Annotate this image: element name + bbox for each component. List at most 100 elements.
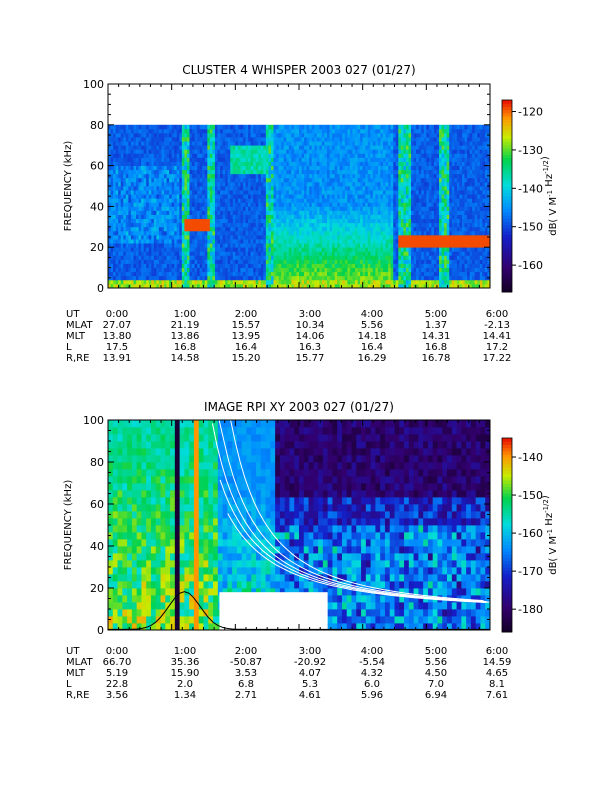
table-cell: 4.65 <box>486 668 508 679</box>
ytick-label: 100 <box>83 414 104 427</box>
table-cell: 3:00 <box>299 646 321 657</box>
colorbar-tick-label: -150 <box>518 221 543 234</box>
table-row-label: MLT <box>66 331 86 342</box>
table-cell: 13.86 <box>171 331 200 342</box>
table-cell: 14.31 <box>422 331 451 342</box>
table-row-label: L <box>66 342 72 353</box>
table-cell: 15.77 <box>296 353 325 364</box>
table-cell: 5.56 <box>425 657 447 668</box>
colorbar-label-sup: -1/2 <box>542 160 550 174</box>
table-cell: 3.56 <box>106 690 128 701</box>
table-cell: 5:00 <box>425 309 447 320</box>
ytick-label: 20 <box>90 582 104 595</box>
table-cell: 4.61 <box>299 690 321 701</box>
table-cell: 16.3 <box>299 342 321 353</box>
ytick-label: 0 <box>97 282 104 295</box>
table-cell: 4.07 <box>299 668 321 679</box>
table-cell: 8.1 <box>489 679 505 690</box>
table-cell: 4:00 <box>361 646 383 657</box>
table-cell: 6:00 <box>486 646 508 657</box>
table-cell: 16.78 <box>422 353 451 364</box>
table-cell: 27.07 <box>103 320 132 331</box>
table-cell: 6:00 <box>486 309 508 320</box>
colorbar-tick-label: -170 <box>518 565 543 578</box>
ytick-label: 80 <box>90 119 104 132</box>
table-cell: 17.5 <box>106 342 128 353</box>
table-cell: 16.29 <box>358 353 387 364</box>
table-cell: 2:00 <box>235 646 257 657</box>
table-cell: 1:00 <box>174 646 196 657</box>
table-cell: -2.13 <box>484 320 510 331</box>
colorbar-tick-label: -140 <box>518 182 543 195</box>
table-row-label: R,RE <box>66 353 89 364</box>
colorbar-tick-label: -120 <box>518 106 543 119</box>
table-cell: 14.41 <box>483 331 512 342</box>
colorbar-label-part: ) <box>540 495 551 499</box>
colorbar-tick-label: -160 <box>518 527 543 540</box>
y-axis-label: FREQUENCY (kHz) <box>63 480 74 571</box>
table-cell: 5.3 <box>302 679 318 690</box>
colorbar-label-part: dB( V M <box>548 536 559 575</box>
colorbar-label-sup: -1 <box>546 190 554 197</box>
table-cell: 4.32 <box>361 668 383 679</box>
table-cell: 13.95 <box>232 331 261 342</box>
table-cell: 10.34 <box>296 320 325 331</box>
ytick-label: 40 <box>90 200 104 213</box>
table-cell: 7.0 <box>428 679 444 690</box>
table-cell: 16.8 <box>174 342 196 353</box>
spectrogram-raster <box>108 125 490 289</box>
table-cell: 35.36 <box>171 657 200 668</box>
table-cell: 3:00 <box>299 309 321 320</box>
table-cell: 22.8 <box>106 679 128 690</box>
table-row-label: MLAT <box>66 657 93 668</box>
table-cell: 6.94 <box>425 690 447 701</box>
table-cell: 1.34 <box>174 690 196 701</box>
table-row-label: UT <box>66 309 80 320</box>
table-cell: 16.8 <box>425 342 447 353</box>
colorbar-label-part: Hz <box>544 513 555 529</box>
ytick-label: 60 <box>90 498 104 511</box>
table-cell: 14.18 <box>358 331 387 342</box>
ytick-label: 0 <box>97 624 104 637</box>
y-axis-label: FREQUENCY (kHz) <box>63 141 74 232</box>
ytick-label: 80 <box>90 456 104 469</box>
table-cell: 15.20 <box>232 353 261 364</box>
table-cell: 21.19 <box>171 320 200 331</box>
table-cell: -20.92 <box>294 657 326 668</box>
table-cell: 3.53 <box>235 668 257 679</box>
table-cell: 15.57 <box>232 320 261 331</box>
table-cell: 4.50 <box>425 668 447 679</box>
table-cell: 5.56 <box>361 320 383 331</box>
ytick-label: 60 <box>90 160 104 173</box>
ytick-label: 100 <box>83 78 104 91</box>
table-cell: 16.4 <box>361 342 383 353</box>
table-row-label: L <box>66 679 72 690</box>
table-cell: 0:00 <box>106 309 128 320</box>
ytick-label: 40 <box>90 540 104 553</box>
colorbar-label-sup: -1 <box>546 529 554 536</box>
table-cell: 66.70 <box>103 657 132 668</box>
table-row-label: UT <box>66 646 80 657</box>
table-cell: 0:00 <box>106 646 128 657</box>
table-cell: 5.96 <box>361 690 383 701</box>
table-cell: 15.90 <box>171 668 200 679</box>
table-cell: 14.59 <box>483 657 512 668</box>
colorbar-tick-label: -160 <box>518 259 543 272</box>
colorbar-label-part: ) <box>540 156 551 160</box>
table-cell: 14.06 <box>296 331 325 342</box>
table-row-label: MLT <box>66 668 86 679</box>
table-cell: 4:00 <box>361 309 383 320</box>
table-cell: 5.19 <box>106 668 128 679</box>
table-cell: -5.54 <box>359 657 385 668</box>
table-cell: 1:00 <box>174 309 196 320</box>
table-cell: 6.0 <box>364 679 380 690</box>
table-cell: 13.80 <box>103 331 132 342</box>
